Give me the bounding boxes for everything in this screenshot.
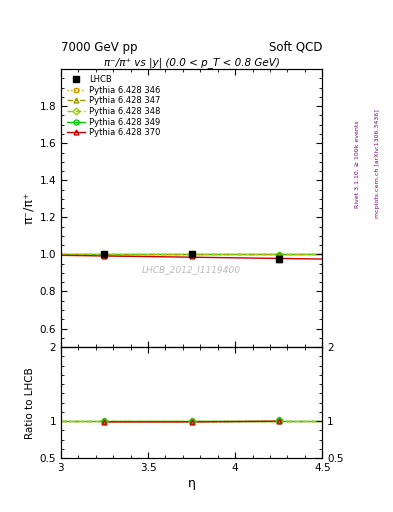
Text: Soft QCD: Soft QCD — [269, 41, 322, 54]
X-axis label: η: η — [187, 477, 196, 490]
Y-axis label: Ratio to LHCB: Ratio to LHCB — [26, 367, 35, 438]
Legend: LHCB, Pythia 6.428 346, Pythia 6.428 347, Pythia 6.428 348, Pythia 6.428 349, Py: LHCB, Pythia 6.428 346, Pythia 6.428 347… — [65, 73, 162, 139]
Text: LHCB_2012_I1119400: LHCB_2012_I1119400 — [142, 265, 241, 274]
Title: π⁻/π⁺ vs |y| (0.0 < p_T < 0.8 GeV): π⁻/π⁺ vs |y| (0.0 < p_T < 0.8 GeV) — [104, 57, 279, 68]
Text: 7000 GeV pp: 7000 GeV pp — [61, 41, 138, 54]
Text: mcplots.cern.ch [arXiv:1306.3436]: mcplots.cern.ch [arXiv:1306.3436] — [375, 110, 380, 218]
Text: Rivet 3.1.10, ≥ 100k events: Rivet 3.1.10, ≥ 100k events — [355, 120, 360, 208]
Y-axis label: π⁻/π⁺: π⁻/π⁺ — [22, 192, 35, 224]
